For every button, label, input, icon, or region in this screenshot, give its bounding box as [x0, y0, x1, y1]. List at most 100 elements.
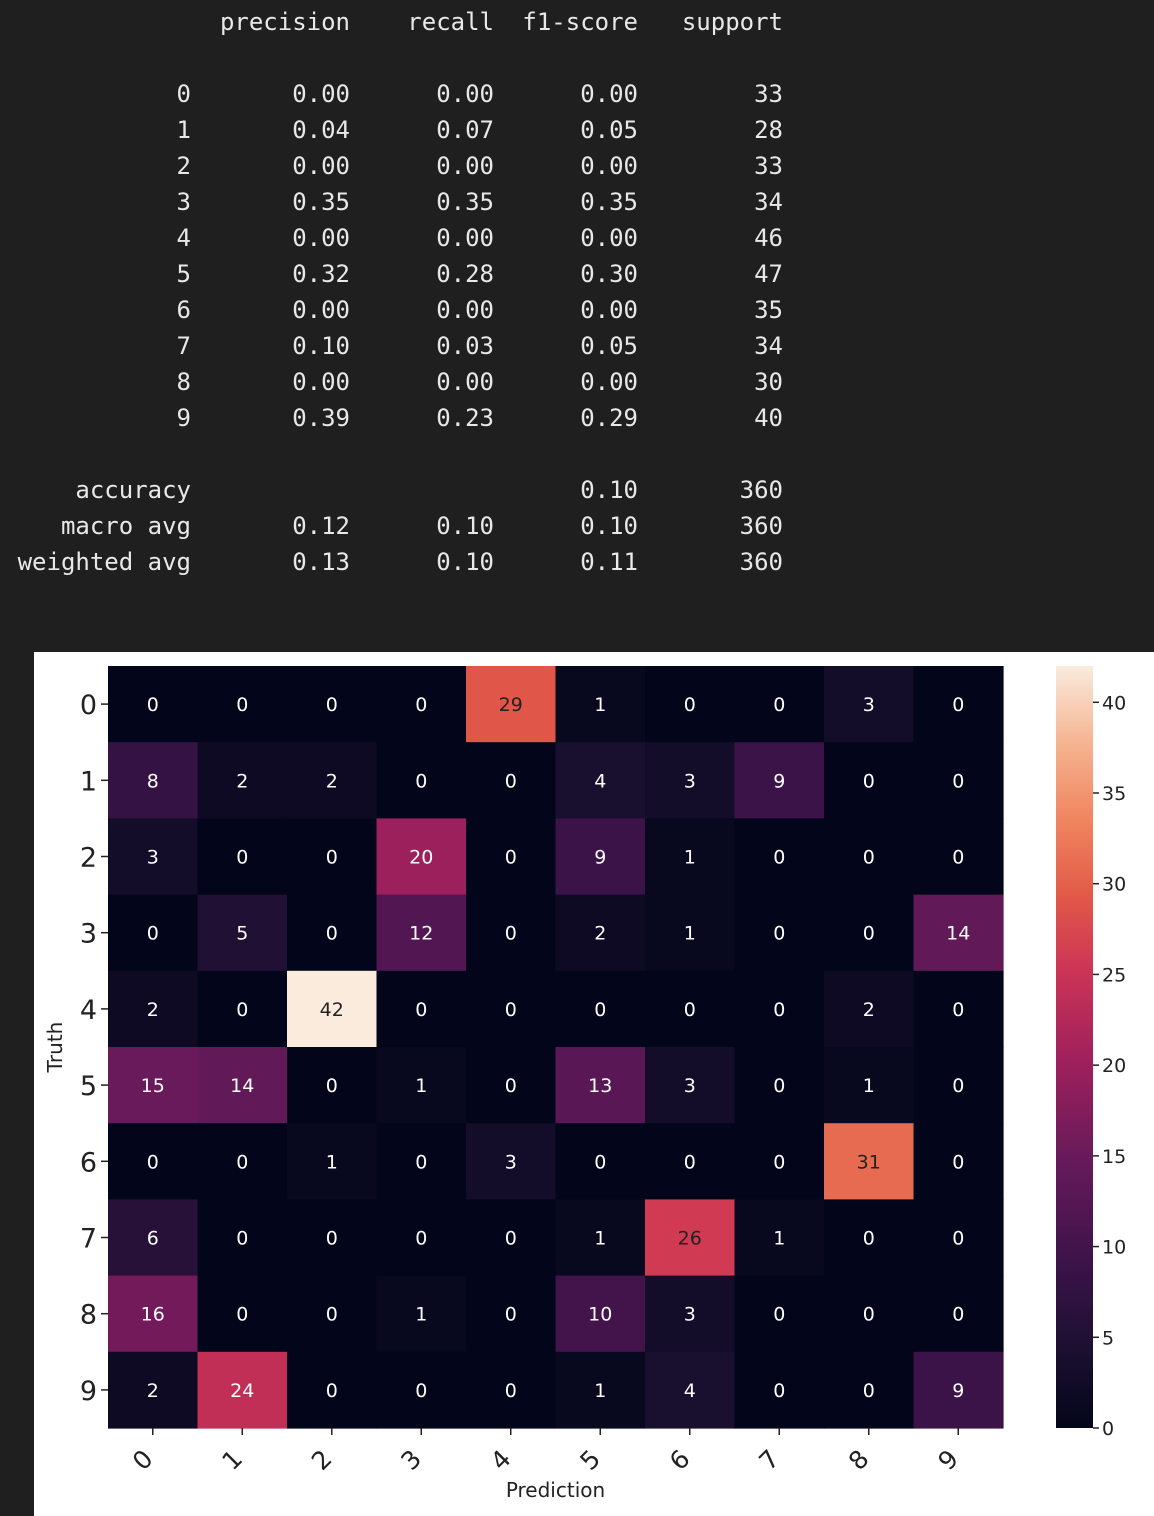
classification-report: precision recall f1-score support 0 0.00 0…: [0, 0, 1154, 620]
cell-value: 12: [409, 923, 433, 945]
cell-value: 1: [415, 1075, 427, 1097]
cell-value: 1: [773, 1228, 785, 1250]
y-tick-label: 4: [80, 995, 97, 1026]
heatmap-cell: [466, 1123, 557, 1200]
cell-value: 14: [946, 923, 970, 945]
heatmap-cell: [376, 1351, 467, 1429]
y-tick-label: 2: [80, 843, 97, 874]
cell-value: 2: [236, 770, 248, 792]
heatmap-cell: [913, 1351, 1004, 1429]
confusion-matrix-panel: 0 0 0 0 29 1 0 0 3 0 8 2 2 0 0 4 3 9 0 0 3 0 0 20 0 9 1 0 0 0 0 5 0 12 0 2 1…: [34, 652, 1154, 1516]
cell-value: 0: [773, 999, 785, 1021]
heatmap-cell: [824, 1047, 915, 1124]
row-label: 0: [176, 80, 191, 108]
heatmap-cell: [645, 1275, 736, 1353]
heatmap-cell: [287, 894, 378, 972]
heatmap-cell: [108, 1199, 199, 1277]
heatmap-cell: [197, 666, 288, 743]
heatmap-cell: [197, 1123, 288, 1200]
cell-value: 0: [773, 923, 785, 945]
cell-value: 0: [505, 1380, 517, 1402]
cell-value: 0: [236, 1304, 248, 1326]
f1-score-value: 0.30: [580, 260, 638, 288]
x-tick-label: 2: [306, 1444, 338, 1476]
heatmap-cell: [287, 1275, 378, 1353]
heatmap-cell: [645, 818, 736, 896]
heatmap-cell: [913, 742, 1004, 819]
row-label: 7: [176, 332, 191, 360]
heatmap-cell: [197, 742, 288, 819]
cell-value: 24: [230, 1380, 254, 1402]
cell-value: 0: [863, 1304, 875, 1326]
heatmap-cell: [555, 818, 646, 896]
heatmap-cell: [824, 894, 915, 972]
recall-value: 0.35: [436, 188, 494, 216]
cell-value: 1: [684, 847, 696, 869]
cell-value: 1: [415, 1304, 427, 1326]
cell-value: 0: [594, 1151, 606, 1173]
precision-value: 0.12: [292, 512, 350, 540]
cell-value: 13: [588, 1075, 612, 1097]
support-value: 33: [754, 80, 783, 108]
heatmap-cell: [824, 666, 915, 743]
support-value: 360: [739, 548, 783, 576]
cell-value: 0: [773, 1075, 785, 1097]
support-value: 34: [754, 332, 783, 360]
precision-value: 0.00: [292, 296, 350, 324]
recall-value: 0.23: [436, 404, 494, 432]
x-tick-label: 8: [843, 1444, 875, 1476]
cell-value: 0: [505, 1075, 517, 1097]
support-value: 40: [754, 404, 783, 432]
cell-value: 0: [415, 1151, 427, 1173]
cell-value: 0: [236, 999, 248, 1021]
cell-value: 0: [415, 770, 427, 792]
cell-value: 6: [147, 1228, 159, 1250]
colorbar-tick-label: 15: [1102, 1146, 1126, 1168]
cell-value: 3: [505, 1151, 517, 1173]
colorbar-tick-label: 10: [1102, 1237, 1126, 1259]
heatmap-cell: [466, 1199, 557, 1277]
row-label: 5: [176, 260, 191, 288]
heatmap-cell: [108, 894, 199, 972]
heatmap-cell: [287, 1199, 378, 1277]
cell-value: 0: [773, 1380, 785, 1402]
y-tick-label: 5: [80, 1071, 97, 1102]
heatmap-cell: [108, 1275, 199, 1353]
recall-value: 0.10: [436, 512, 494, 540]
cell-value: 20: [409, 847, 433, 869]
heatmap-cell: [108, 970, 199, 1048]
heatmap-cell: [734, 1047, 825, 1124]
cell-value: 0: [863, 1380, 875, 1402]
x-axis-label: Prediction: [506, 1478, 605, 1502]
row-label: 4: [176, 224, 191, 252]
cell-value: 0: [147, 1151, 159, 1173]
cell-value: 26: [678, 1228, 702, 1250]
colorbar-tick-label: 20: [1102, 1055, 1126, 1077]
cell-value: 0: [415, 1380, 427, 1402]
heatmap-cell: [197, 970, 288, 1048]
heatmap-cell: [466, 1351, 557, 1429]
precision-value: 0.04: [292, 116, 350, 144]
heatmap-cell: [197, 1351, 288, 1429]
cell-value: 0: [952, 770, 964, 792]
y-tick-label: 0: [80, 690, 97, 721]
f1-score-value: 0.11: [580, 548, 638, 576]
cell-value: 0: [147, 694, 159, 716]
f1-score-value: 0.05: [580, 116, 638, 144]
x-tick-label: 4: [485, 1444, 517, 1476]
cell-value: 0: [952, 694, 964, 716]
recall-value: 0.28: [436, 260, 494, 288]
cell-value: 0: [505, 847, 517, 869]
heatmap-cell: [376, 1199, 467, 1277]
precision-value: 0.00: [292, 152, 350, 180]
heatmap-cell: [376, 666, 467, 743]
heatmap-cell: [108, 742, 199, 819]
heatmap-cell: [734, 1275, 825, 1353]
f1-score-value: 0.35: [580, 188, 638, 216]
precision-value: 0.13: [292, 548, 350, 576]
heatmap-cell: [555, 894, 646, 972]
cell-value: 0: [863, 923, 875, 945]
f1-score-value: 0.05: [580, 332, 638, 360]
cell-value: 0: [952, 999, 964, 1021]
heatmap-cell: [197, 1199, 288, 1277]
